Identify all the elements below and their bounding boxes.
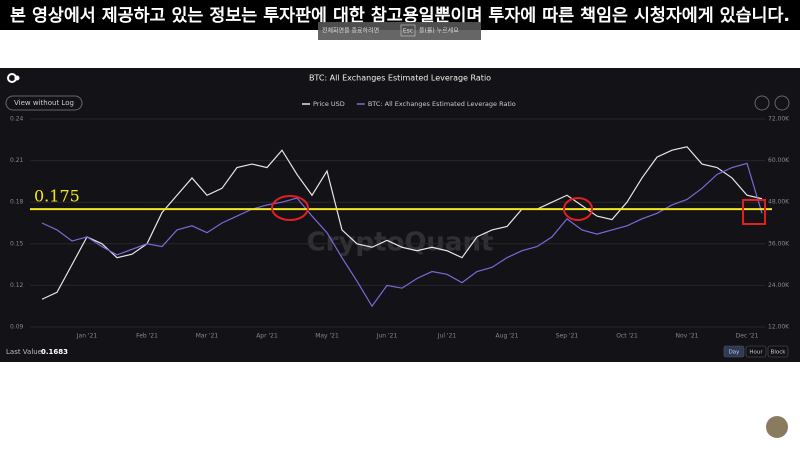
circle-mark bbox=[271, 195, 309, 221]
interval-button[interactable] bbox=[723, 345, 745, 358]
interval-label[interactable]: Block bbox=[771, 350, 787, 356]
x-tick-label: Dec '21 bbox=[736, 333, 759, 340]
logo bbox=[7, 73, 20, 83]
y2-tick-label: 72.00K bbox=[768, 116, 790, 123]
chart-title: BTC: All Exchanges Estimated Leverage Ra… bbox=[309, 74, 491, 83]
last-value-label: Last Value: bbox=[6, 348, 44, 356]
interval-label[interactable]: Hour bbox=[749, 350, 763, 356]
key-box bbox=[400, 24, 416, 37]
legend-label: BTC: All Exchanges Estimated Leverage Ra… bbox=[368, 100, 516, 108]
x-tick-label: Apr '21 bbox=[256, 333, 278, 340]
y2-tick-label: 24.00K bbox=[768, 282, 790, 289]
settings-button[interactable] bbox=[774, 95, 790, 111]
box-mark bbox=[742, 199, 766, 225]
overlay-text: 을(를) 누르세요 bbox=[419, 27, 459, 35]
y2-tick-label: 12.00K bbox=[768, 324, 790, 331]
x-tick-label: Jun '21 bbox=[376, 333, 398, 340]
interval-button[interactable] bbox=[767, 345, 789, 358]
y2-tick-label: 48.00K bbox=[768, 199, 790, 206]
y-tick-label: 0.18 bbox=[10, 199, 24, 206]
series-line bbox=[41, 146, 763, 300]
x-tick-label: May '21 bbox=[315, 333, 339, 340]
y-tick-label: 0.21 bbox=[10, 157, 24, 164]
notice: 본 영상에서 제공하고 있는 정보는 투자판에 대한 참고용일뿐이며 투자에 따… bbox=[10, 5, 790, 26]
x-tick-label: Aug '21 bbox=[496, 333, 519, 340]
y-tick-label: 0.09 bbox=[10, 324, 24, 331]
y2-tick-label: 36.00K bbox=[768, 240, 790, 247]
series-line bbox=[41, 162, 763, 308]
interval-button[interactable] bbox=[745, 345, 767, 358]
highlight-marks bbox=[271, 195, 766, 225]
overlay-text: 전체화면을 종료하려면 bbox=[322, 27, 379, 35]
chart-panel bbox=[0, 68, 800, 362]
x-tick-label: Nov '21 bbox=[676, 333, 699, 340]
y-tick-label: 0.24 bbox=[10, 116, 24, 123]
x-tick-label: Jul '21 bbox=[437, 333, 457, 340]
alert-button[interactable] bbox=[754, 95, 770, 111]
log-button-label[interactable]: View without Log bbox=[14, 99, 74, 107]
channel-avatar bbox=[766, 416, 788, 438]
x-tick-label: Feb '21 bbox=[136, 333, 158, 340]
interval-label[interactable]: Day bbox=[729, 350, 741, 356]
y2-tick-label: 60.00K bbox=[768, 157, 790, 164]
overlay-key: Esc bbox=[403, 28, 413, 35]
circle-mark bbox=[563, 197, 593, 221]
x-tick-label: Oct '21 bbox=[616, 333, 638, 340]
x-tick-label: Mar '21 bbox=[196, 333, 219, 340]
legend-label: Price USD bbox=[313, 100, 345, 108]
reference-label: 0.175 bbox=[34, 187, 80, 206]
y-tick-label: 0.12 bbox=[10, 282, 24, 289]
fullscreen-overlay bbox=[318, 22, 481, 40]
x-tick-label: Jan '21 bbox=[76, 333, 98, 340]
log-button[interactable] bbox=[5, 95, 83, 111]
y-tick-label: 0.15 bbox=[10, 240, 24, 247]
last-value: 0.1683 bbox=[41, 348, 68, 356]
x-tick-label: Sep '21 bbox=[556, 333, 579, 340]
watermark: CryptoQuant bbox=[307, 228, 494, 258]
